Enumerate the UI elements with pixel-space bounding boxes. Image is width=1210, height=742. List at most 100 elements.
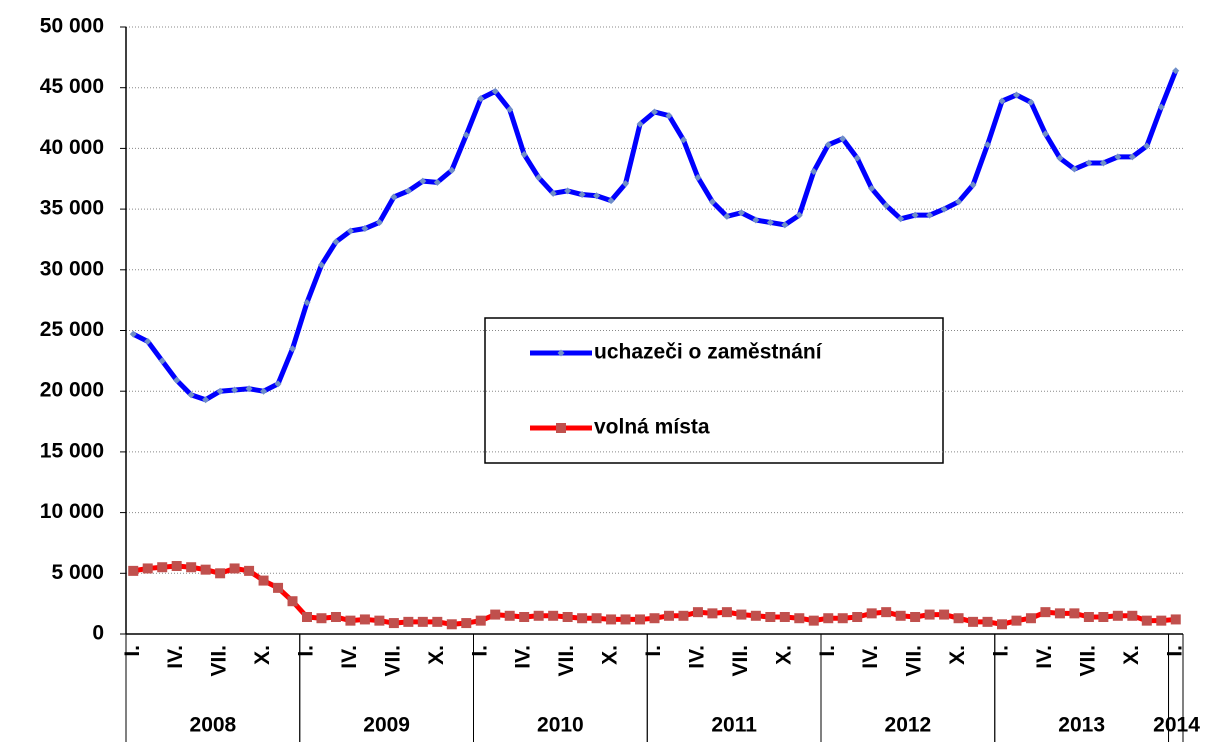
legend-marker [557, 349, 565, 357]
marker [926, 211, 934, 219]
marker [984, 141, 992, 149]
marker [519, 612, 530, 623]
marker [157, 562, 168, 573]
marker [982, 616, 993, 627]
x-tick-label: IV. [512, 645, 535, 669]
marker [549, 189, 557, 197]
marker [708, 198, 716, 206]
marker [432, 616, 443, 627]
marker [361, 225, 369, 233]
marker [853, 154, 861, 162]
x-tick-label: I. [1163, 645, 1186, 657]
marker [287, 596, 298, 607]
y-tick-label: 0 [92, 622, 104, 645]
x-tick-label: VII. [1076, 645, 1099, 677]
marker [171, 561, 182, 572]
marker [332, 238, 340, 246]
marker [216, 387, 224, 395]
year-label: 2009 [363, 714, 410, 737]
marker [765, 612, 776, 623]
marker [1112, 610, 1123, 621]
marker [200, 564, 211, 575]
marker [330, 612, 341, 623]
legend [484, 317, 944, 464]
legend-label: uchazeči o zaměstnání [594, 341, 823, 364]
marker [1114, 153, 1122, 161]
marker [158, 357, 166, 365]
marker [374, 615, 385, 626]
marker [562, 612, 573, 623]
legend-label: volná místa [594, 416, 710, 439]
marker [245, 385, 253, 393]
marker [274, 380, 282, 388]
legend-marker [556, 423, 566, 433]
x-tick-label: IV. [164, 645, 187, 669]
marker [692, 607, 703, 618]
marker [461, 618, 472, 629]
marker [665, 112, 673, 120]
marker [1083, 612, 1094, 623]
marker [779, 612, 790, 623]
marker [1157, 103, 1165, 111]
marker [795, 211, 803, 219]
marker [375, 218, 383, 226]
marker [910, 612, 921, 623]
marker [260, 387, 268, 395]
marker [317, 261, 325, 269]
marker [924, 609, 935, 620]
marker [491, 87, 499, 95]
marker [448, 166, 456, 174]
marker [520, 150, 528, 158]
marker [303, 299, 311, 307]
marker [417, 616, 428, 627]
marker [1011, 615, 1022, 626]
marker [564, 187, 572, 195]
x-tick-label: VII. [555, 645, 578, 677]
marker [1127, 610, 1138, 621]
marker [694, 174, 702, 182]
marker [649, 613, 660, 624]
x-tick-label: IV. [1033, 645, 1056, 669]
marker [852, 612, 863, 623]
marker [433, 178, 441, 186]
marker [1041, 130, 1049, 138]
marker [1099, 159, 1107, 167]
marker [1085, 159, 1093, 167]
marker [419, 177, 427, 185]
marker [736, 609, 747, 620]
x-tick-label: I. [121, 645, 144, 657]
x-tick-label: IV. [338, 645, 361, 669]
marker [953, 613, 964, 624]
year-label: 2011 [711, 714, 757, 737]
y-tick-label: 30 000 [40, 257, 104, 280]
marker [810, 167, 818, 175]
year-label: 2008 [190, 714, 237, 737]
marker [940, 205, 948, 213]
marker [1170, 614, 1181, 625]
marker [752, 216, 760, 224]
year-label: 2013 [1058, 714, 1105, 737]
marker [1156, 615, 1167, 626]
marker [1027, 98, 1035, 106]
x-tick-label: I. [816, 645, 839, 657]
x-tick-label: VII. [208, 645, 231, 677]
marker [359, 614, 370, 625]
marker [202, 396, 210, 404]
marker [837, 613, 848, 624]
marker [808, 615, 819, 626]
marker [1098, 612, 1109, 623]
marker [215, 568, 226, 579]
marker [186, 562, 197, 573]
marker [346, 227, 354, 235]
marker [866, 608, 877, 619]
marker [750, 610, 761, 621]
marker [273, 582, 284, 593]
marker [316, 613, 327, 624]
marker [1069, 608, 1080, 619]
marker [128, 565, 139, 576]
x-tick-label: X. [599, 645, 622, 665]
y-tick-label: 15 000 [40, 439, 104, 462]
y-tick-label: 40 000 [40, 136, 104, 159]
marker [881, 607, 892, 618]
